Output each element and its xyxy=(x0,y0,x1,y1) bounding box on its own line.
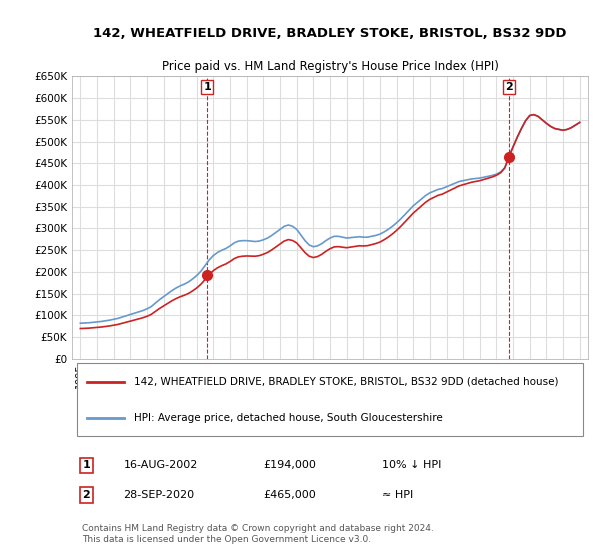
Text: HPI: Average price, detached house, South Gloucestershire: HPI: Average price, detached house, Sout… xyxy=(134,413,443,422)
Text: 1: 1 xyxy=(203,82,211,92)
Text: £194,000: £194,000 xyxy=(263,460,316,470)
Text: £465,000: £465,000 xyxy=(263,490,316,500)
Text: 2: 2 xyxy=(505,82,513,92)
Text: 16-AUG-2002: 16-AUG-2002 xyxy=(124,460,198,470)
Text: Contains HM Land Registry data © Crown copyright and database right 2024.
This d: Contains HM Land Registry data © Crown c… xyxy=(82,524,434,544)
Text: 2: 2 xyxy=(82,490,90,500)
Text: 142, WHEATFIELD DRIVE, BRADLEY STOKE, BRISTOL, BS32 9DD: 142, WHEATFIELD DRIVE, BRADLEY STOKE, BR… xyxy=(93,27,567,40)
Text: 28-SEP-2020: 28-SEP-2020 xyxy=(124,490,195,500)
Text: 1: 1 xyxy=(82,460,90,470)
FancyBboxPatch shape xyxy=(77,363,583,436)
Text: 142, WHEATFIELD DRIVE, BRADLEY STOKE, BRISTOL, BS32 9DD (detached house): 142, WHEATFIELD DRIVE, BRADLEY STOKE, BR… xyxy=(134,377,559,386)
Text: Price paid vs. HM Land Registry's House Price Index (HPI): Price paid vs. HM Land Registry's House … xyxy=(161,60,499,73)
Text: ≈ HPI: ≈ HPI xyxy=(382,490,413,500)
Text: 10% ↓ HPI: 10% ↓ HPI xyxy=(382,460,441,470)
